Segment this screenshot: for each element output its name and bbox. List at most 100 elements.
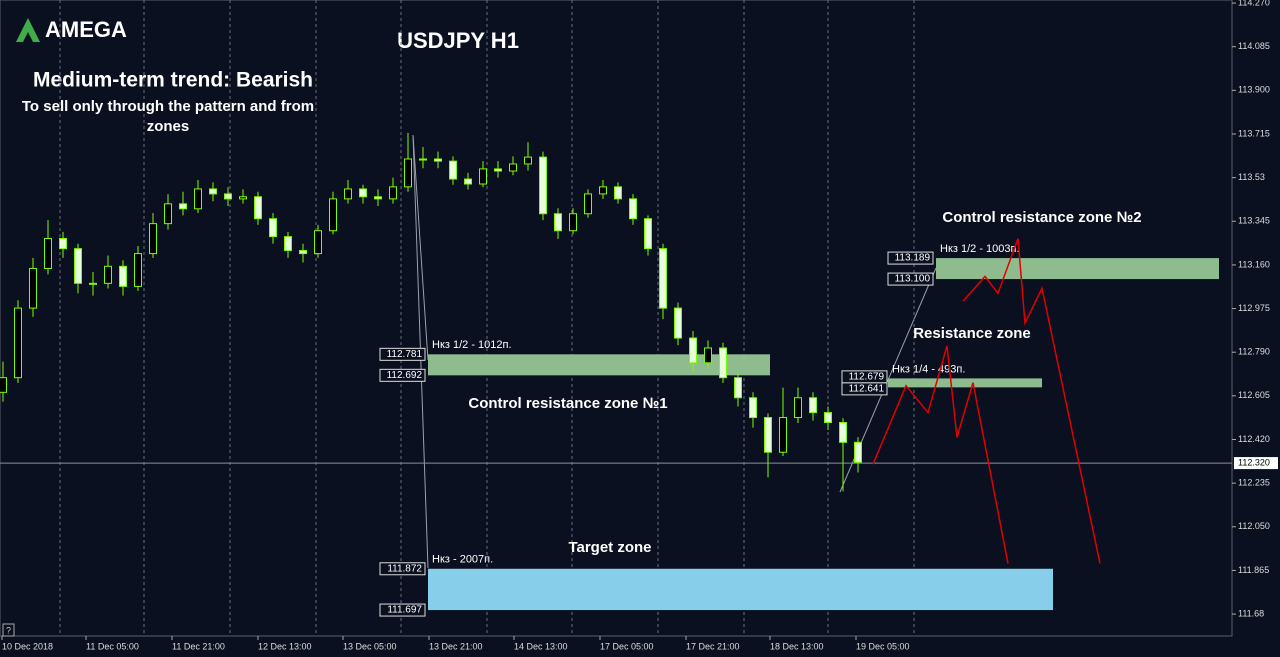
candle-body [59,238,67,250]
y-tick-label: 112.050 [1238,521,1270,531]
candle-body [239,196,247,200]
y-tick-label: 113.160 [1238,259,1270,269]
x-tick-label: 11 Dec 21:00 [172,641,225,651]
y-tick-label: 113.345 [1238,216,1270,226]
candle-body [14,307,22,379]
x-tick-label: 14 Dec 13:00 [514,641,568,651]
candle-body [389,186,397,200]
candle-body [734,377,742,399]
zone-note: Нкз - 2007п. [432,554,493,566]
zone-name: Control resistance zone №1 [468,395,667,412]
subtitle: To sell only through the pattern and fro… [21,98,315,135]
plot-area [0,0,1233,637]
price-label-box [379,347,426,361]
candle-body [599,186,607,195]
zone [428,568,1053,611]
candle-body [374,196,382,200]
candle-body [494,168,502,172]
candle-body [719,347,727,379]
candle-body [164,203,172,225]
candle-body [269,218,277,238]
y-tick-label: 114.270 [1238,0,1270,7]
candle-body [434,158,442,162]
zone [428,354,770,376]
y-tick-label: 112.975 [1238,303,1270,313]
y-tick-label: 113.715 [1238,128,1270,138]
candle-body [839,422,847,443]
zone-note: Нкз 1/2 - 1003п. [940,243,1020,255]
candle-body [854,441,862,463]
price-label: 113.189 [895,253,931,264]
candle-body [569,213,577,232]
x-tick-label: 11 Dec 05:00 [86,641,139,651]
candle-body [809,397,817,414]
price-label: 113.100 [895,274,931,285]
forecast-line [962,238,1101,564]
price-label: 112.781 [387,349,423,360]
y-tick-label: 113.53 [1238,172,1265,182]
price-label: 112.641 [849,384,885,395]
candle-body [539,156,547,215]
candle-body [554,213,562,232]
candle-body [74,248,82,284]
candle-body [194,188,202,210]
zone [936,258,1219,280]
candle-body [359,188,367,198]
x-tick-label: 18 Dec 13:00 [770,641,824,651]
price-label-box [379,368,426,382]
x-tick-label: 13 Dec 21:00 [429,641,483,651]
candle-body [629,198,637,220]
candle-body [344,188,352,200]
candle-body [779,417,787,453]
candle-body [764,417,772,453]
help-text[interactable]: ? [6,625,11,635]
y-tick-label: 111.68 [1238,608,1264,618]
zone-note: Нкз 1/2 - 1012п. [432,339,512,351]
price-label-box [379,562,426,576]
x-tick-label: 10 Dec 2018 [2,641,53,651]
price-label-box [379,603,426,617]
candle-body [29,267,37,309]
candle-body [314,230,322,255]
candle-body [449,160,457,180]
chart-title: USDJPY H1 [397,28,519,53]
current-price-box [1234,457,1278,470]
help-box[interactable] [2,623,15,637]
candle-body [329,198,337,232]
zone-name: Resistance zone [913,325,1031,342]
candle-body [224,193,232,200]
y-tick-label: 114.085 [1238,41,1270,51]
x-tick-label: 13 Dec 05:00 [343,641,397,651]
candle-body [104,265,112,284]
candle-body [149,223,157,255]
y-tick-label: 112.790 [1238,347,1270,357]
price-label-box [887,272,934,286]
drawing-line [412,134,429,361]
candle-body [254,196,262,220]
candle-body [644,218,652,250]
price-label: 111.872 [387,563,422,574]
logo-text: AMEGA [45,17,127,42]
candle-body [44,238,52,269]
zone-note: Нкз 1/4 - 493п. [892,363,965,375]
y-tick-label: 112.420 [1238,434,1270,444]
candle-body [0,377,7,393]
candle-body [509,163,517,172]
candle-body [584,193,592,215]
price-label: 111.697 [387,605,422,616]
x-tick-label: 12 Dec 13:00 [258,641,312,651]
candle-body [524,156,532,165]
price-label-box [841,382,888,396]
zone-name: Control resistance zone №2 [942,209,1141,226]
candle-body [794,397,802,419]
y-tick-label: 112.235 [1238,478,1270,488]
candle-body [749,397,757,419]
candle-body [419,158,427,161]
candle-body [179,203,187,210]
candle-body [614,186,622,200]
candle-body [89,282,97,285]
forecast-line [872,345,1009,564]
x-tick-label: 17 Dec 05:00 [600,641,654,651]
zone-name: Target zone [568,539,651,556]
